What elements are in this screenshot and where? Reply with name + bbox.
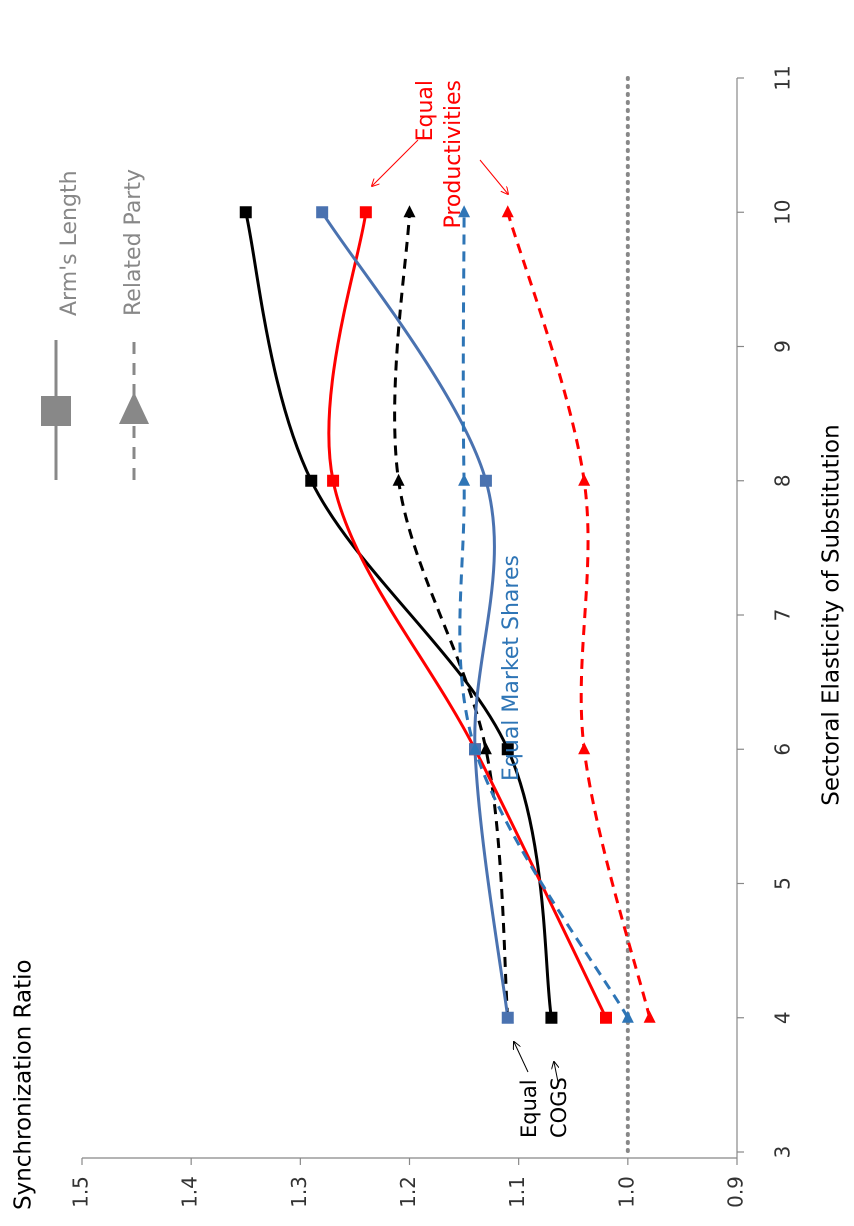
annotation-arrow-cogs-arms-length (554, 1062, 558, 1083)
data-point-equal-market-shares-arms-length (501, 1011, 514, 1024)
annotation-equal-productivities-line2: Productivities (441, 80, 466, 229)
data-point-equal-market-shares-related-party (458, 473, 471, 486)
y-tick-label: 1.5 (69, 1176, 93, 1208)
x-axis-title: Sectoral Elasticity of Substitution (819, 424, 845, 805)
data-point-equal-productivities-related-party (578, 742, 591, 755)
annotation-arrow-productivities-related-party (479, 159, 508, 194)
x-tick-label: 11 (771, 65, 795, 90)
data-point-equal-market-shares-arms-length (316, 206, 329, 219)
data-point-equal-cogs-arms-length (501, 743, 514, 756)
series-line-equal-market-shares-related-party (458, 212, 630, 1019)
series-line-equal-productivities-arms-length (327, 212, 608, 1019)
data-point-equal-productivities-arms-length (327, 474, 340, 487)
data-point-equal-cogs-related-party (479, 742, 492, 755)
x-tick-label: 5 (771, 877, 795, 890)
data-point-equal-cogs-related-party (392, 473, 405, 486)
annotation-equal-market-shares: Equal Market Shares (499, 555, 524, 781)
data-point-equal-productivities-arms-length (600, 1011, 612, 1024)
annotation-equal-cogs-line2: COGS (547, 1077, 571, 1138)
y-tick-label: 0.9 (724, 1176, 748, 1208)
data-point-equal-cogs-arms-length (305, 474, 318, 487)
data-point-equal-productivities-related-party (501, 205, 514, 218)
legend-label-related-party: Related Party (121, 169, 146, 316)
x-tick-label: 10 (771, 200, 795, 225)
annotation-arrow-cogs-related-party (514, 1042, 529, 1073)
chart-title: Synchronization Ratio (11, 959, 37, 1210)
legend-marker-square (41, 396, 71, 426)
data-point-equal-productivities-related-party (643, 1010, 656, 1023)
y-tick-label: 1.0 (614, 1176, 638, 1208)
data-point-equal-market-shares-related-party (458, 205, 471, 218)
series-line-equal-cogs-arms-length (244, 211, 553, 1018)
x-tick-label: 9 (771, 340, 795, 353)
x-tick-label: 7 (771, 609, 795, 622)
series-line-equal-productivities-related-party (506, 211, 652, 1019)
y-tick-label: 1.1 (505, 1176, 529, 1208)
legend-marker-triangle (119, 392, 149, 424)
series-line-equal-cogs-related-party (393, 212, 510, 1018)
axes (81, 76, 744, 1165)
x-tick-label: 6 (771, 743, 795, 756)
data-point-equal-market-shares-related-party (469, 742, 481, 755)
y-tick-label: 1.4 (178, 1176, 202, 1208)
annotation-equal-cogs-line1: Equal (517, 1079, 541, 1138)
legend-label-arms-length: Arm's Length (57, 170, 82, 316)
y-tick-label: 1.2 (396, 1176, 420, 1208)
x-tick-label: 4 (771, 1011, 795, 1024)
data-point-equal-productivities-related-party (578, 473, 591, 486)
labels: 3 4 5 6 7 8 9 10 11 0.9 1.0 1.1 1.2 1.3 1.4 1.5 Synchron… (11, 65, 845, 1210)
data-point-equal-cogs-related-party (403, 205, 416, 218)
annotation-equal-productivities-line1: Equal (413, 80, 438, 141)
y-tick-label: 1.3 (287, 1176, 311, 1208)
series-line-equal-market-shares-arms-length (320, 211, 510, 1018)
series-lines (244, 211, 652, 1019)
annotation-arrow-productivities-arms-length (372, 139, 419, 186)
data-point-equal-cogs-arms-length (239, 206, 252, 219)
data-point-equal-market-shares-related-party (621, 1010, 634, 1023)
data-point-equal-productivities-arms-length (359, 206, 372, 219)
x-tick-label: 3 (771, 1146, 795, 1159)
x-tick-label: 8 (771, 474, 795, 487)
data-point-equal-market-shares-arms-length (479, 474, 492, 487)
series-markers (239, 205, 656, 1024)
data-point-equal-cogs-arms-length (545, 1011, 558, 1024)
